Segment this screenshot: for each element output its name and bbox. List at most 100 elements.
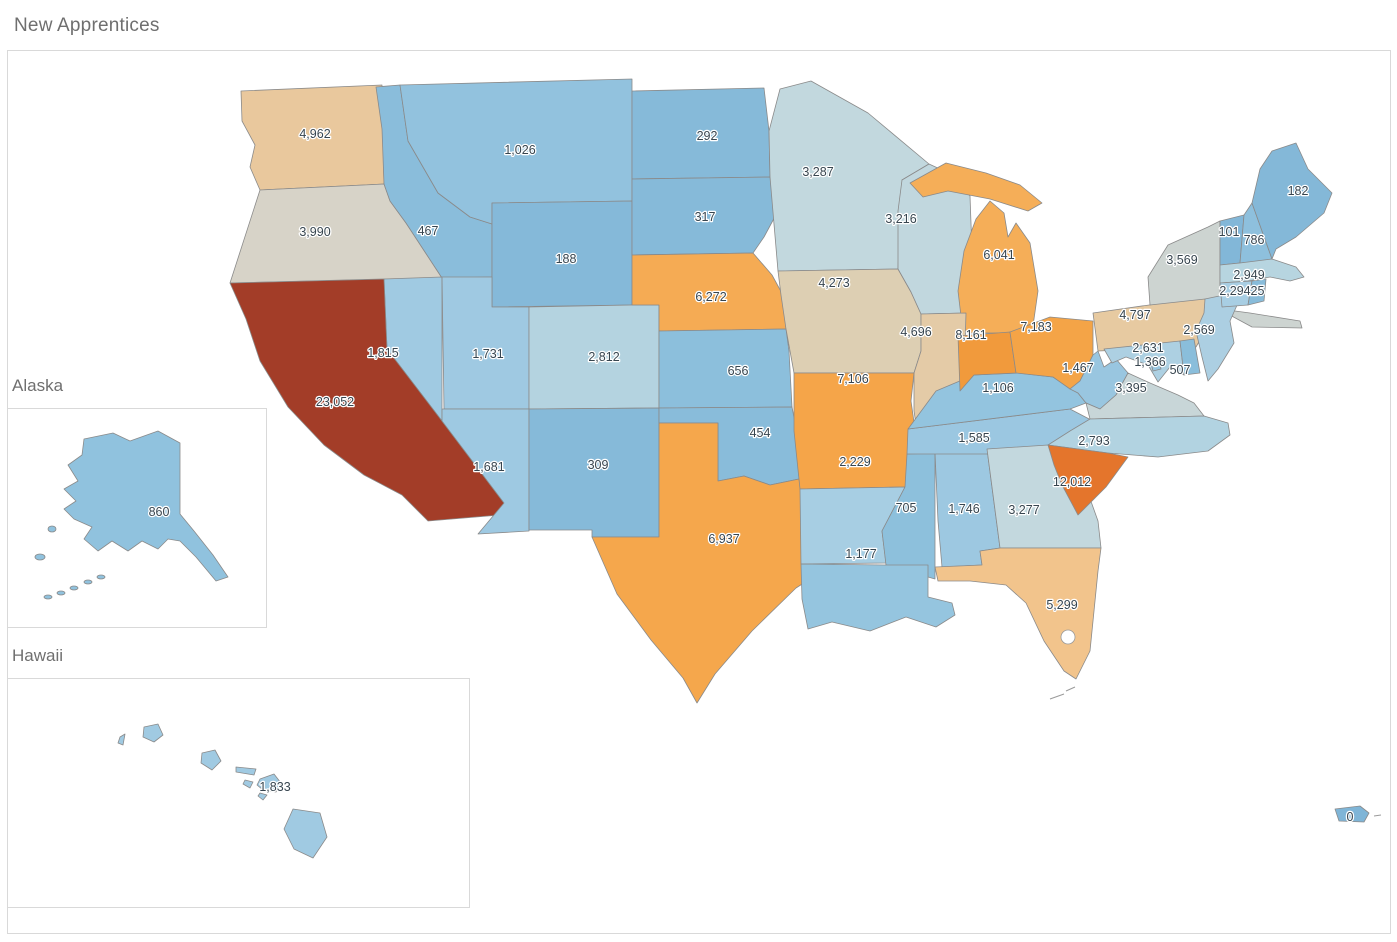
value-label-virginia: 3,395 (1115, 381, 1146, 395)
value-label-kansas: 656 (728, 364, 749, 378)
state-new-mexico[interactable] (528, 407, 660, 538)
value-label-minnesota: 3,287 (802, 165, 833, 179)
hawaii-inset-title: Hawaii (12, 646, 64, 665)
value-label-mississippi: 705 (896, 501, 917, 515)
value-label-new-mexico: 309 (588, 458, 609, 472)
value-label-utah: 1,731 (472, 347, 503, 361)
alaska-island-west[interactable] (34, 553, 46, 561)
state-louisiana[interactable] (800, 563, 956, 632)
state-maine[interactable] (1251, 142, 1333, 260)
state-michigan[interactable] (957, 200, 1039, 334)
value-label-michigan: 6,041 (983, 248, 1014, 262)
island-niihau[interactable] (117, 733, 126, 746)
value-label-puerto-rico: 0 (1347, 810, 1354, 824)
alaska-map-panel: 860 (7, 408, 267, 628)
value-label-massachusetts: 2,949 (1233, 268, 1264, 282)
island-molokai[interactable] (235, 766, 257, 776)
value-label-arizona: 1,681 (473, 460, 504, 474)
territory-puerto-rico[interactable] (1334, 805, 1370, 823)
alaska-value-label: 860 (147, 504, 170, 521)
value-label-new-jersey: 2,569 (1183, 323, 1214, 337)
state-alaska[interactable] (63, 430, 229, 582)
island-outline-east-of-puerto-rico (1373, 814, 1382, 817)
state-district-of-columbia[interactable] (1150, 360, 1162, 372)
value-label-maryland: 2,631 (1132, 341, 1163, 355)
hawaii-shapes (117, 723, 328, 859)
state-michigan-upper-peninsula[interactable] (909, 162, 1043, 212)
alaska-island-northwest[interactable] (47, 525, 57, 533)
value-label-colorado: 2,812 (588, 350, 619, 364)
alaska-shapes (34, 430, 229, 600)
state-kansas[interactable] (658, 328, 793, 409)
value-label-south-carolina: 12,012 (1053, 475, 1091, 489)
value-label-ohio: 7,183 (1020, 320, 1051, 334)
page-title: New Apprentices (14, 15, 160, 36)
state-north-carolina[interactable] (1047, 415, 1231, 458)
island-kauai[interactable] (142, 723, 164, 743)
value-label-louisiana: 1,177 (845, 547, 876, 561)
value-label-pennsylvania: 4,797 (1119, 308, 1150, 322)
value-label-indiana: 8,161 (955, 328, 986, 342)
value-label-district-of-columbia: 1,366 (1134, 355, 1165, 369)
island-maui[interactable] (256, 773, 282, 793)
value-label-missouri: 7,106 (837, 372, 868, 386)
state-south-carolina[interactable] (1047, 444, 1129, 516)
state-texas[interactable] (591, 422, 822, 704)
island-lanai[interactable] (242, 779, 254, 789)
value-label-south-dakota: 317 (695, 210, 716, 224)
value-label-texas: 6,937 (708, 532, 739, 546)
value-label-nebraska: 6,272 (695, 290, 726, 304)
value-label-hawaii: 1,833 (259, 780, 290, 794)
value-label-maine: 182 (1288, 184, 1309, 198)
value-label-new-york: 3,569 (1166, 253, 1197, 267)
value-label-west-virginia: 1,467 (1062, 361, 1093, 375)
state-indiana[interactable] (957, 331, 1017, 392)
value-label-north-dakota: 292 (697, 129, 718, 143)
value-label-wisconsin: 3,216 (885, 212, 916, 226)
value-label-iowa: 4,273 (818, 276, 849, 290)
aleutian-island-3[interactable] (69, 585, 79, 591)
value-label-wyoming: 188 (556, 252, 577, 266)
hawaii-map-panel: 1,833 (7, 678, 470, 908)
value-label-vermont: 101 (1219, 225, 1240, 239)
state-florida[interactable] (934, 547, 1102, 680)
value-label-tennessee: 1,585 (958, 431, 989, 445)
value-label-idaho: 467 (418, 224, 439, 238)
state-delaware[interactable] (1179, 338, 1201, 376)
state-shapes (229, 78, 1382, 823)
aleutian-island-4[interactable] (83, 579, 93, 585)
aleutian-island-2[interactable] (56, 590, 66, 596)
island-hawaii-big-island[interactable] (283, 808, 328, 859)
value-label-oregon: 3,990 (299, 225, 330, 239)
florida-keys-outline (1049, 686, 1076, 700)
value-label-alaska: 860 (149, 505, 170, 519)
value-label-nevada: 1,815 (367, 346, 398, 360)
value-label-oklahoma: 454 (750, 426, 771, 440)
alaska-inset-title: Alaska (12, 376, 64, 395)
value-label-rhode-island: 425 (1244, 284, 1265, 298)
value-label-california: 23,052 (316, 395, 354, 409)
state-west-virginia[interactable] (1069, 350, 1129, 410)
island-kahoolawe[interactable] (257, 792, 268, 801)
value-label-florida: 5,299 (1046, 598, 1077, 612)
value-label-connecticut: 2,294 (1219, 284, 1250, 298)
value-label-delaware: 507 (1170, 363, 1191, 377)
hawaii-value-label: 1,833 (258, 779, 292, 796)
value-label-new-hampshire: 786 (1244, 233, 1265, 247)
alaska-map: 860 (34, 430, 229, 600)
state-california[interactable] (229, 278, 505, 522)
island-oahu[interactable] (200, 749, 222, 771)
lake-okeechobee (1060, 629, 1076, 645)
hawaii-map: 1,833 (117, 723, 328, 859)
state-value-labels: 4,962 3,990 23,052 467 1,815 1,731 1,681 1,026 1… (298, 126, 1355, 826)
aleutian-island-1[interactable] (43, 594, 53, 600)
value-label-montana: 1,026 (504, 143, 535, 157)
state-rhode-island[interactable] (1247, 278, 1267, 306)
main-map-panel: 4,962 3,990 23,052 467 1,815 1,731 1,681 1,026 1… (7, 50, 1391, 934)
value-label-arkansas: 2,229 (839, 455, 870, 469)
value-label-washington: 4,962 (299, 127, 330, 141)
value-label-alabama: 1,746 (948, 502, 979, 516)
aleutian-island-5[interactable] (96, 574, 106, 580)
value-label-georgia: 3,277 (1008, 503, 1039, 517)
